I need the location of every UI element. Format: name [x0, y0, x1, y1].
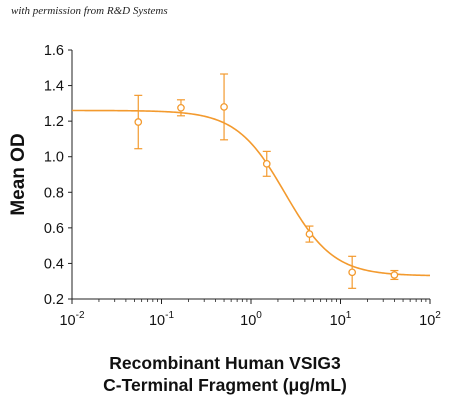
data-point: [390, 271, 399, 279]
data-point: [305, 230, 314, 238]
watermark-text: with permission from R&D Systems: [11, 5, 168, 17]
x-tick-label: 101: [330, 310, 352, 329]
y-tick-label: 0.2: [44, 292, 64, 308]
y-tick-label: 1.2: [44, 114, 64, 130]
data-point: [348, 268, 357, 277]
y-tick-label: 0.4: [44, 256, 64, 272]
fit-curve: [72, 109, 431, 277]
x-tick-label: 10-1: [149, 310, 174, 329]
x-axis-label-line-2: C-Terminal Fragment (μg/mL): [103, 375, 347, 395]
data-point: [177, 103, 185, 112]
data-point: [262, 159, 271, 168]
y-axis-label: Mean OD: [8, 133, 29, 215]
y-tick-label: 1.4: [44, 79, 64, 95]
y-tick-label: 1.6: [44, 43, 64, 59]
x-axis-label: Recombinant Human VSIG3 C-Terminal Fragm…: [0, 352, 450, 396]
y-tick-label: 0.8: [44, 185, 64, 201]
x-axis-label-line-1: Recombinant Human VSIG3: [109, 353, 341, 373]
x-tick-label: 100: [240, 310, 262, 329]
x-tick-label: 102: [419, 310, 441, 329]
y-tick-label: 1.0: [44, 150, 64, 166]
data-point: [134, 118, 143, 126]
data-point: [220, 103, 228, 111]
y-tick-label: 0.6: [44, 221, 64, 237]
x-tick-label: 10-2: [59, 310, 84, 329]
